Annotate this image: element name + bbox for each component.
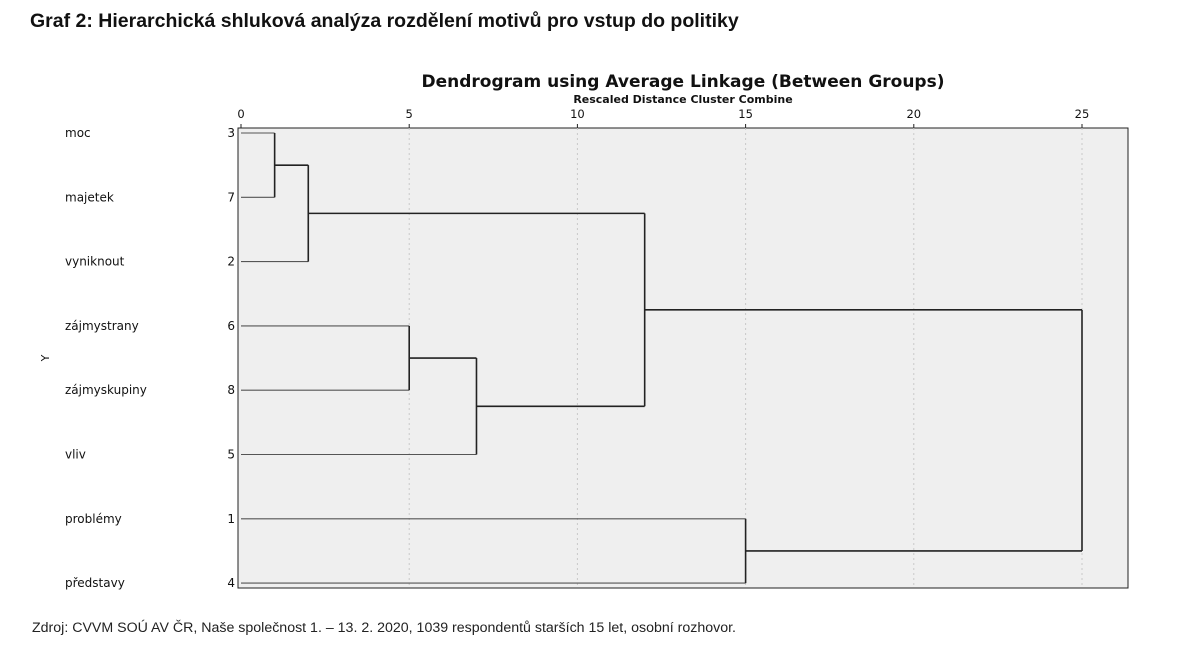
- tick-label: 15: [738, 107, 753, 121]
- leaf-label: představy: [65, 576, 125, 590]
- leaf-case-number: 5: [227, 448, 235, 462]
- leaf-case-number: 6: [227, 319, 235, 333]
- leaf-case-number: 1: [227, 512, 235, 526]
- tick-label: 20: [906, 107, 921, 121]
- tick-label: 10: [570, 107, 585, 121]
- x-axis-label: Rescaled Distance Cluster Combine: [573, 93, 792, 106]
- leaf-label: problémy: [65, 512, 122, 526]
- tick-label: 25: [1075, 107, 1090, 121]
- leaf-case-number: 8: [227, 383, 235, 397]
- plot-area: [237, 127, 1129, 589]
- leaf-case-number: 2: [227, 255, 235, 269]
- leaf-label: moc: [65, 126, 91, 140]
- leaf-label: majetek: [65, 190, 114, 204]
- leaf-label: zájmyskupiny: [65, 383, 147, 397]
- tick-label: 5: [406, 107, 413, 121]
- chart-title: Dendrogram using Average Linkage (Betwee…: [421, 72, 944, 92]
- leaf-case-number: 4: [227, 576, 235, 590]
- leaf-case-number: 3: [227, 126, 235, 140]
- chart-heading: Graf 2: Hierarchická shluková analýza ro…: [30, 10, 739, 32]
- tick-label: 0: [237, 107, 244, 121]
- y-axis-label: Y: [39, 354, 52, 362]
- leaf-label: zájmystrany: [65, 319, 139, 333]
- leaf-label: vyniknout: [65, 255, 125, 269]
- leaf-label: vliv: [65, 448, 86, 462]
- leaf-case-number: 7: [227, 190, 235, 204]
- source-note: Zdroj: CVVM SOÚ AV ČR, Naše společnost 1…: [32, 620, 736, 636]
